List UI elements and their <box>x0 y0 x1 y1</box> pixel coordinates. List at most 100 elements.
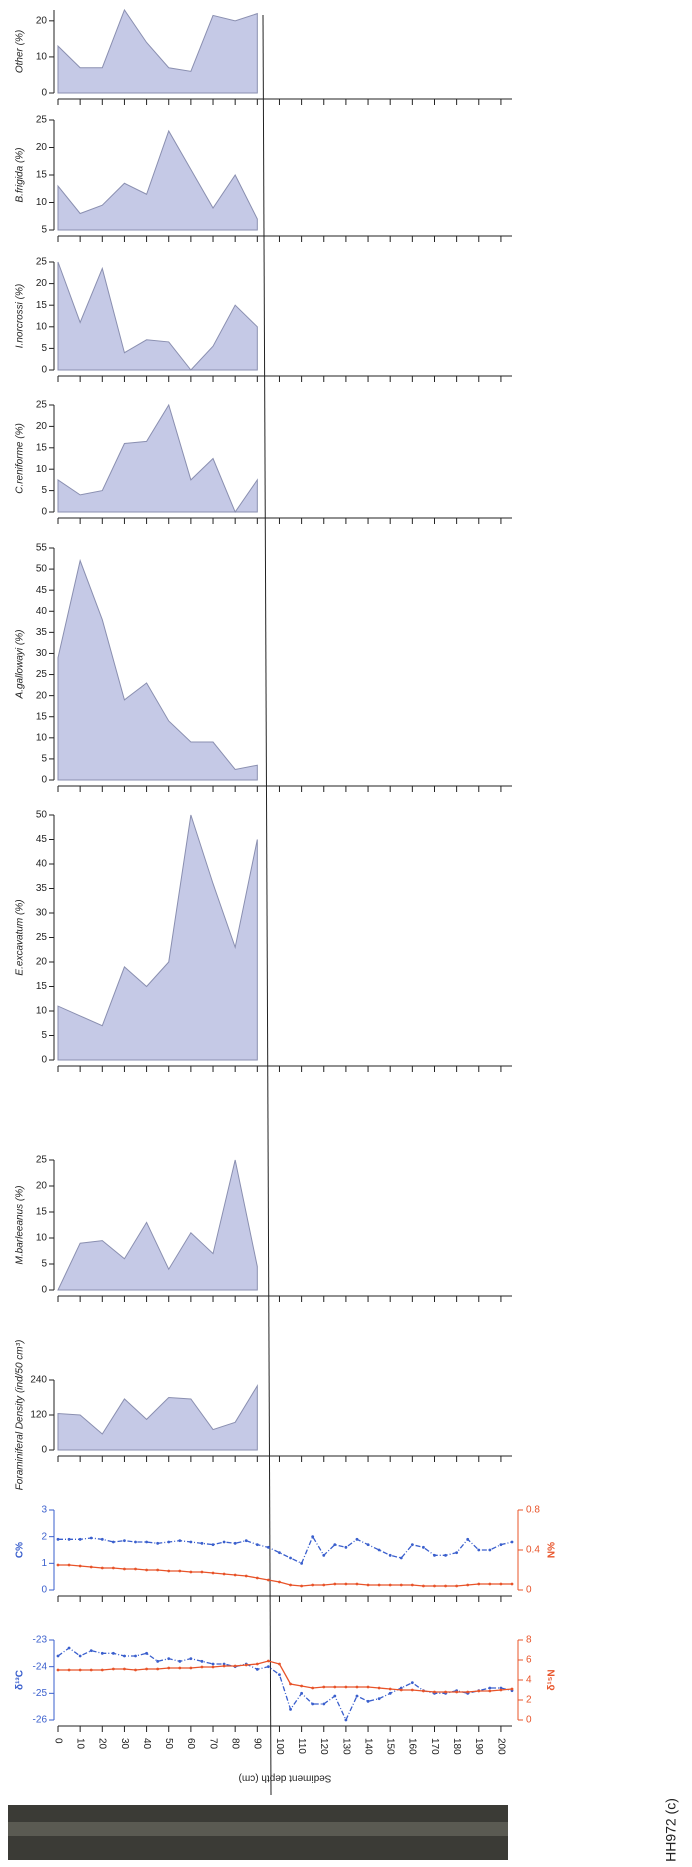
series-point <box>322 1686 325 1689</box>
series-point <box>79 1655 82 1658</box>
y-tick-label: 15 <box>36 711 48 722</box>
series-point <box>300 1585 303 1588</box>
y-tick-label: 5 <box>41 1030 47 1041</box>
series-point <box>300 1562 303 1565</box>
y2-tick-label: 0 <box>526 1715 532 1726</box>
x-tick-label: 150 <box>385 1738 396 1755</box>
y-tick-label: 0 <box>41 1285 47 1296</box>
y-tick-label: 240 <box>30 1375 47 1386</box>
series-point <box>378 1549 381 1552</box>
y-tick-label: 10 <box>36 1233 48 1244</box>
x-axis-label: Sediment depth (cm) <box>239 1772 332 1783</box>
y-tick-label: 15 <box>36 442 48 453</box>
y-tick-label: 20 <box>36 278 48 289</box>
x-tick-label: 200 <box>495 1738 506 1755</box>
series-point <box>134 1655 137 1658</box>
series-point <box>500 1543 503 1546</box>
series-point <box>189 1571 192 1574</box>
series-point <box>367 1543 370 1546</box>
series-point <box>345 1686 348 1689</box>
series-point <box>123 1655 126 1658</box>
series-point <box>256 1668 259 1671</box>
series-point <box>511 1541 514 1544</box>
y2-tick-label: 0 <box>526 1585 532 1596</box>
y-tick-label: 15 <box>36 170 48 181</box>
series-point <box>201 1542 204 1545</box>
series-point <box>134 1669 137 1672</box>
area <box>58 262 257 370</box>
series-point <box>356 1583 359 1586</box>
y-axis-label: B.frigida (%) <box>15 147 26 202</box>
series-point <box>500 1689 503 1692</box>
series-point <box>57 1655 60 1658</box>
area <box>58 131 257 230</box>
x-tick-label: 0 <box>52 1738 63 1744</box>
y-tick-label: 0 <box>41 1445 47 1456</box>
x-tick-label: 130 <box>340 1738 351 1755</box>
y-tick-label: 25 <box>36 1155 48 1166</box>
y-tick-label: 25 <box>36 932 48 943</box>
series-point <box>167 1541 170 1544</box>
y-tick-label: 55 <box>36 543 48 554</box>
series-point <box>289 1708 292 1711</box>
y-tick-label: 120 <box>30 1410 47 1421</box>
y-tick-label: 25 <box>36 400 48 411</box>
series-point <box>289 1584 292 1587</box>
y-tick-label: 20 <box>36 690 48 701</box>
series-point <box>68 1669 71 1672</box>
series-point <box>289 1683 292 1686</box>
series-point <box>90 1566 93 1569</box>
series-point <box>477 1690 480 1693</box>
series-point <box>201 1571 204 1574</box>
series-point <box>267 1579 270 1582</box>
series-point <box>444 1585 447 1588</box>
series-point <box>300 1685 303 1688</box>
series-point <box>156 1569 159 1572</box>
series-line <box>58 1648 512 1720</box>
y-tick-label: -26 <box>33 1715 48 1726</box>
x-tick-label: 10 <box>75 1738 86 1750</box>
series-point <box>477 1583 480 1586</box>
series-point <box>123 1568 126 1571</box>
axis-label: δ¹³C <box>15 1670 26 1690</box>
series-point <box>333 1543 336 1546</box>
y-tick-label: 2 <box>41 1531 47 1542</box>
area <box>58 10 257 93</box>
y-tick-label: 0 <box>41 365 47 376</box>
y-axis-label: I.norcrossi (%) <box>15 284 26 348</box>
series-point <box>311 1584 314 1587</box>
series-point <box>466 1691 469 1694</box>
series-point <box>256 1663 259 1666</box>
series-point <box>234 1665 237 1668</box>
series-point <box>411 1543 414 1546</box>
y-axis-label: A.gallowayi (%) <box>15 630 26 700</box>
series-point <box>511 1583 514 1586</box>
series-point <box>433 1691 436 1694</box>
series-point <box>189 1667 192 1670</box>
series-point <box>245 1664 248 1667</box>
series-point <box>134 1541 137 1544</box>
x-tick-label: 40 <box>141 1738 152 1750</box>
series-point <box>223 1665 226 1668</box>
series-point <box>112 1567 115 1570</box>
series-point <box>57 1669 60 1672</box>
series-point <box>212 1572 215 1575</box>
y-axis-label: E.excavatum (%) <box>15 899 26 975</box>
series-point <box>322 1554 325 1557</box>
series-point <box>400 1557 403 1560</box>
y2-tick-label: 0.4 <box>526 1545 540 1556</box>
y-tick-label: -25 <box>33 1688 48 1699</box>
series-point <box>156 1668 159 1671</box>
series-point <box>267 1665 270 1668</box>
series-point <box>345 1583 348 1586</box>
series-point <box>300 1692 303 1695</box>
x-tick-label: 30 <box>119 1738 130 1750</box>
series-point <box>500 1583 503 1586</box>
y-tick-label: 10 <box>36 732 48 743</box>
series-point <box>289 1557 292 1560</box>
series-line <box>58 1537 512 1564</box>
series-line <box>58 1661 512 1692</box>
x-tick-label: 70 <box>207 1738 218 1750</box>
series-point <box>223 1541 226 1544</box>
series-point <box>145 1569 148 1572</box>
